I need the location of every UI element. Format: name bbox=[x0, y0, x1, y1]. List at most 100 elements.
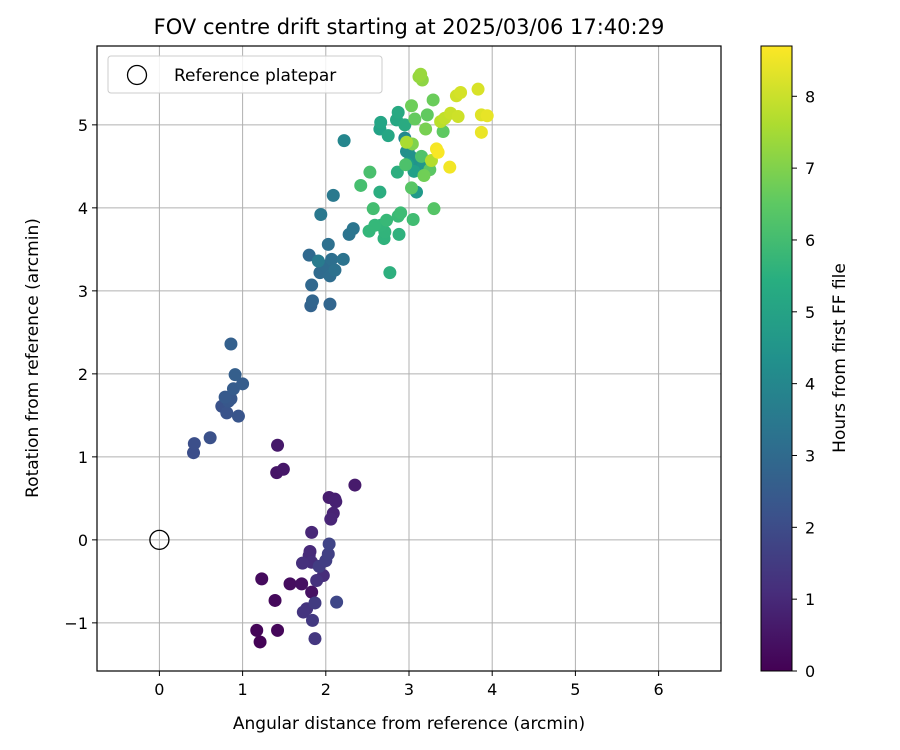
data-point bbox=[471, 82, 485, 96]
data-point bbox=[305, 278, 319, 292]
data-point bbox=[321, 237, 335, 251]
data-point bbox=[363, 165, 377, 179]
data-point bbox=[328, 263, 342, 277]
data-point bbox=[308, 596, 322, 610]
y-tick-label: 5 bbox=[78, 116, 88, 135]
data-point bbox=[374, 115, 388, 129]
data-point bbox=[408, 112, 422, 126]
data-point bbox=[451, 110, 465, 124]
data-point bbox=[305, 585, 319, 599]
legend: Reference platepar bbox=[107, 55, 383, 94]
data-point bbox=[426, 93, 440, 107]
data-point bbox=[220, 406, 234, 420]
data-point bbox=[414, 67, 428, 81]
colorbar-tick-label: 3 bbox=[805, 446, 815, 465]
y-tick-label: −1 bbox=[64, 614, 88, 633]
data-point bbox=[236, 377, 250, 391]
data-point bbox=[255, 572, 269, 586]
reference-platepar-marker bbox=[149, 529, 170, 551]
data-point bbox=[348, 478, 362, 492]
data-point bbox=[366, 202, 380, 216]
y-tick-label: 1 bbox=[78, 448, 88, 467]
data-point bbox=[326, 188, 340, 202]
x-tick-label: 4 bbox=[487, 680, 497, 699]
data-point bbox=[400, 135, 414, 149]
colorbar-tick-label: 4 bbox=[805, 375, 815, 394]
chart-title: FOV centre drift starting at 2025/03/06 … bbox=[154, 15, 665, 39]
data-point bbox=[305, 294, 319, 308]
data-point bbox=[336, 252, 350, 266]
data-point bbox=[324, 512, 338, 526]
data-point bbox=[296, 605, 310, 619]
data-point bbox=[406, 212, 420, 226]
data-point bbox=[322, 537, 336, 551]
x-tick-label: 6 bbox=[654, 680, 664, 699]
data-point bbox=[454, 85, 468, 99]
colorbar-tick-label: 5 bbox=[805, 303, 815, 322]
data-point bbox=[399, 158, 413, 172]
data-point bbox=[271, 623, 285, 637]
colorbar-label: Hours from first FF file bbox=[830, 263, 850, 453]
data-point bbox=[311, 254, 325, 268]
colorbar: 0 1 2 3 4 5 6 7 8 Hours from first FF file bbox=[760, 45, 850, 681]
colorbar-tick-label: 1 bbox=[805, 590, 815, 609]
data-point bbox=[390, 165, 404, 179]
data-point bbox=[427, 202, 441, 216]
data-point bbox=[231, 409, 245, 423]
data-point bbox=[398, 118, 412, 132]
data-point bbox=[296, 556, 310, 570]
data-point bbox=[321, 547, 335, 561]
x-tick-label: 3 bbox=[404, 680, 414, 699]
colorbar-tick-label: 0 bbox=[805, 662, 815, 681]
data-point bbox=[404, 99, 418, 113]
y-tick-label: 3 bbox=[78, 282, 88, 301]
y-tick-label: 4 bbox=[78, 199, 88, 218]
data-point bbox=[305, 613, 319, 627]
data-point bbox=[187, 437, 201, 451]
data-point bbox=[250, 623, 264, 637]
y-axis-label: Rotation from reference (arcmin) bbox=[23, 218, 43, 498]
data-point bbox=[203, 431, 217, 445]
colorbar-tick-label: 7 bbox=[805, 159, 815, 178]
data-point bbox=[414, 149, 428, 163]
data-point bbox=[354, 178, 368, 192]
data-point bbox=[329, 495, 343, 509]
legend-box bbox=[107, 55, 383, 94]
data-point bbox=[310, 574, 324, 588]
data-point bbox=[253, 635, 267, 649]
x-axis-ticks: 0 1 2 3 4 5 6 bbox=[154, 671, 664, 699]
data-point bbox=[228, 368, 242, 382]
x-tick-label: 0 bbox=[154, 680, 164, 699]
data-point bbox=[314, 207, 328, 221]
data-point bbox=[323, 297, 337, 311]
data-point bbox=[337, 134, 351, 148]
data-point bbox=[436, 124, 450, 138]
data-point bbox=[381, 129, 395, 143]
data-point bbox=[417, 168, 431, 182]
colorbar-gradient bbox=[760, 45, 793, 672]
data-point bbox=[392, 227, 406, 241]
x-axis-label: Angular distance from reference (arcmin) bbox=[233, 714, 585, 734]
data-point bbox=[474, 125, 488, 139]
data-point bbox=[404, 181, 418, 195]
data-points bbox=[149, 67, 494, 649]
data-point bbox=[295, 577, 309, 591]
data-point bbox=[268, 593, 282, 607]
data-point bbox=[276, 462, 290, 476]
data-point bbox=[443, 160, 457, 174]
x-tick-label: 1 bbox=[238, 680, 248, 699]
y-tick-label: 0 bbox=[78, 531, 88, 550]
colorbar-tick-label: 8 bbox=[805, 87, 815, 106]
data-point bbox=[305, 525, 319, 539]
data-point bbox=[330, 595, 344, 609]
data-point bbox=[383, 266, 397, 280]
data-point bbox=[368, 218, 382, 232]
data-point bbox=[308, 632, 322, 646]
legend-reference-marker bbox=[126, 64, 148, 86]
data-point bbox=[420, 108, 434, 122]
data-point bbox=[373, 185, 387, 199]
data-point bbox=[271, 438, 285, 452]
data-point bbox=[224, 337, 238, 351]
data-point bbox=[480, 109, 494, 123]
y-tick-label: 2 bbox=[78, 365, 88, 384]
